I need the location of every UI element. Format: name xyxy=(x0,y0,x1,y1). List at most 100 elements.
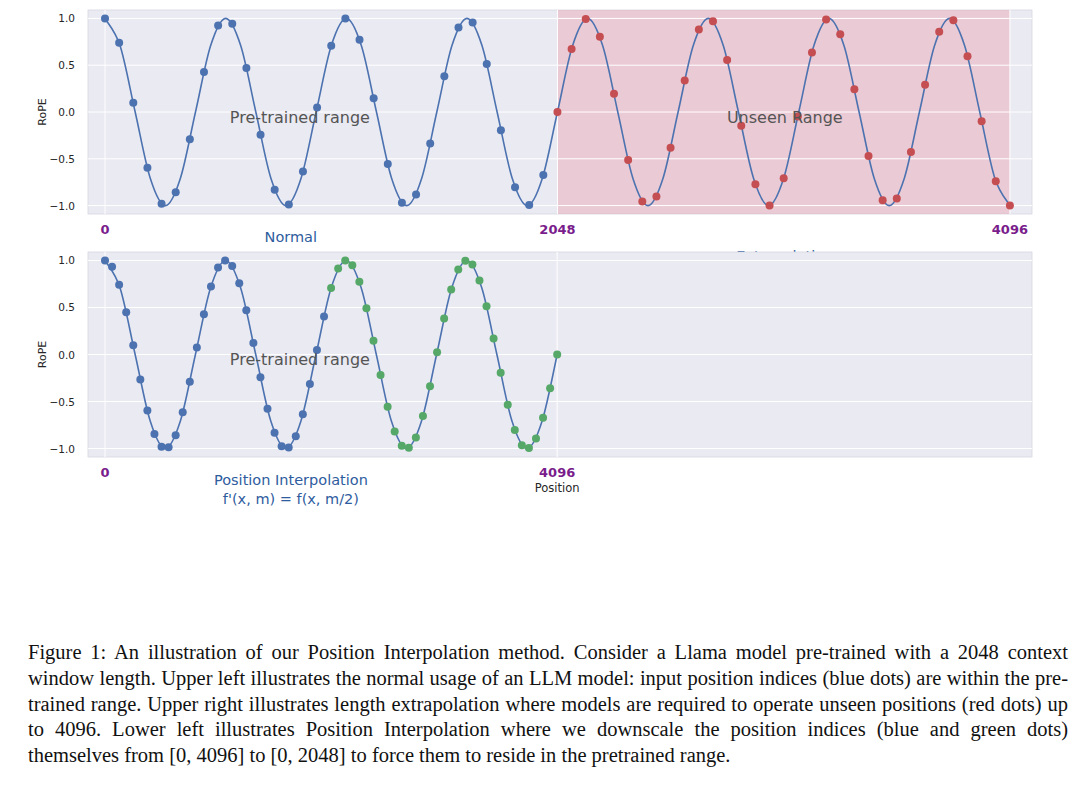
y-tick-label: −0.5 xyxy=(50,153,76,165)
position-dot xyxy=(370,94,378,102)
position-dot xyxy=(751,180,759,188)
position-dot xyxy=(285,201,293,209)
position-dot xyxy=(483,302,491,310)
position-dot xyxy=(638,198,646,206)
position-dot xyxy=(136,376,144,384)
y-tick-label: −0.5 xyxy=(50,396,76,408)
position-dot xyxy=(341,15,349,23)
position-dot xyxy=(242,64,250,72)
curve xyxy=(105,260,557,448)
position-dot xyxy=(235,279,243,287)
position-dot xyxy=(497,126,505,134)
position-dot xyxy=(200,68,208,76)
position-dot xyxy=(391,427,399,435)
position-dot xyxy=(186,378,194,386)
position-dot xyxy=(271,429,279,437)
position-dot xyxy=(355,278,363,286)
position-dot xyxy=(412,433,420,441)
x-tick-label: 4096 xyxy=(992,222,1028,237)
position-dot xyxy=(553,108,561,116)
position-dot xyxy=(582,15,590,23)
position-dot xyxy=(426,382,434,390)
y-tick-label: 0.5 xyxy=(58,59,75,71)
position-dot xyxy=(949,16,957,24)
position-dot xyxy=(200,310,208,318)
position-dot xyxy=(405,444,413,452)
position-dot xyxy=(610,90,618,98)
position-dot xyxy=(454,265,462,273)
region-label: Normal xyxy=(265,229,317,245)
position-dot xyxy=(836,30,844,38)
position-dot xyxy=(532,434,540,442)
x-tick-label: 0 xyxy=(100,465,109,480)
figure: Pre-trained rangeUnseen Range−1.0−0.50.0… xyxy=(0,0,1080,560)
grid-line xyxy=(88,158,1032,159)
position-dot xyxy=(539,171,547,179)
position-dot xyxy=(808,48,816,56)
position-dot xyxy=(299,168,307,176)
position-dot xyxy=(172,188,180,196)
position-dot xyxy=(963,52,971,60)
position-dot xyxy=(978,117,986,125)
position-dot xyxy=(214,22,222,30)
position-dot xyxy=(228,262,236,270)
position-dot xyxy=(497,369,505,377)
position-dot xyxy=(475,276,483,284)
position-dot xyxy=(695,25,703,33)
position-dot xyxy=(264,405,272,413)
position-dot xyxy=(469,18,477,26)
plot-area xyxy=(88,10,1032,214)
position-dot xyxy=(143,164,151,172)
position-dot xyxy=(150,430,158,438)
position-dot xyxy=(158,200,166,208)
position-dot xyxy=(143,407,151,415)
position-dot xyxy=(681,76,689,84)
chart: Pre-trained range−1.0−0.50.00.51.0RoPE04… xyxy=(36,252,1032,507)
y-tick-label: 0.5 xyxy=(58,301,75,313)
position-dot xyxy=(865,152,873,160)
position-dot xyxy=(454,23,462,31)
position-dot xyxy=(292,432,300,440)
y-tick-label: −1.0 xyxy=(50,443,76,455)
position-dot xyxy=(468,261,476,269)
position-dot xyxy=(122,308,130,316)
position-dot xyxy=(377,371,385,379)
position-dot xyxy=(278,442,286,450)
position-dot xyxy=(334,265,342,273)
x-tick-label: 2048 xyxy=(539,222,575,237)
position-dot xyxy=(207,282,215,290)
position-dot xyxy=(511,183,519,191)
position-dot xyxy=(525,444,533,452)
position-dot xyxy=(299,410,307,418)
position-dot xyxy=(1006,202,1014,210)
curve xyxy=(105,18,1010,205)
position-dot xyxy=(483,60,491,68)
position-dot xyxy=(327,284,335,292)
y-tick-label: 1.0 xyxy=(58,254,75,266)
position-dot xyxy=(992,177,1000,185)
position-dot xyxy=(546,384,554,392)
grid-line xyxy=(88,260,1032,261)
grid-line xyxy=(105,252,106,457)
position-dot xyxy=(426,140,434,148)
x-axis-label: Position xyxy=(535,481,580,495)
position-dot xyxy=(285,444,293,452)
position-dot xyxy=(440,72,448,80)
chart: Pre-trained rangeUnseen Range−1.0−0.50.0… xyxy=(36,10,1032,264)
position-dot xyxy=(652,193,660,201)
position-dot xyxy=(539,414,547,422)
x-tick-label: 0 xyxy=(100,222,109,237)
grid-line xyxy=(105,10,106,214)
position-dot xyxy=(511,426,519,434)
position-dot xyxy=(172,431,180,439)
position-dot xyxy=(596,33,604,41)
position-dot xyxy=(935,28,943,36)
position-dot xyxy=(320,312,328,320)
position-dot xyxy=(822,15,830,23)
position-dot xyxy=(193,344,201,352)
annotation: Pre-trained range xyxy=(230,108,370,127)
position-dot xyxy=(115,281,123,289)
annotation: Unseen Range xyxy=(727,108,843,127)
position-dot xyxy=(398,199,406,207)
position-dot xyxy=(398,442,406,450)
